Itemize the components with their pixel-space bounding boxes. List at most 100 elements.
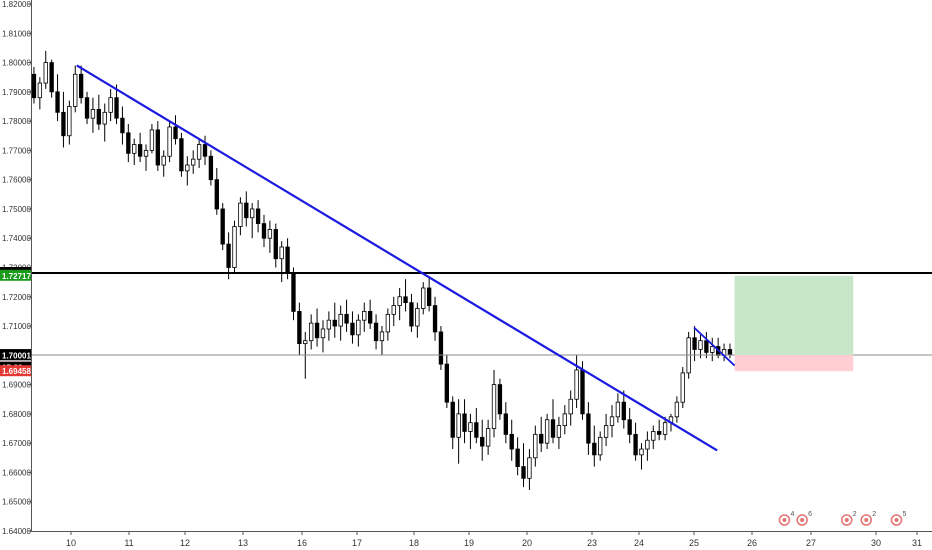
bullish-candle [102, 111, 107, 125]
bullish-candle [338, 313, 343, 327]
bearish-candle [61, 111, 66, 137]
bullish-candle [568, 398, 573, 415]
price-label-text: 1.69458 [2, 367, 31, 376]
bearish-candle [704, 340, 709, 353]
y-tick-label: 1.75000 [2, 205, 31, 214]
y-tick-label: 1.79000 [2, 88, 31, 97]
bearish-candle [444, 363, 450, 403]
bullish-candle [485, 428, 491, 447]
bullish-candle [615, 401, 621, 418]
bearish-candle [592, 442, 597, 456]
economic-event-count: 4 [790, 511, 794, 518]
x-tick-label: 12 [180, 538, 190, 548]
y-tick-label: 1.71000 [2, 322, 31, 331]
bullish-candle [574, 369, 579, 400]
bearish-candle [173, 126, 178, 140]
bearish-candle [78, 73, 84, 99]
bullish-candle [250, 208, 255, 219]
bearish-candle [462, 413, 467, 432]
bullish-candle [90, 109, 96, 119]
bearish-candle [137, 144, 143, 157]
bearish-candle [367, 311, 373, 324]
y-tick-label: 1.82000 [2, 0, 31, 9]
take-profit-zone[interactable] [734, 275, 854, 356]
bearish-candle [84, 97, 90, 119]
bullish-candle [598, 436, 603, 456]
bullish-candle [544, 419, 550, 444]
bearish-candle [521, 466, 526, 479]
x-tick-label: 16 [297, 538, 307, 548]
bullish-candle [191, 158, 196, 166]
bullish-candle [468, 422, 473, 432]
bullish-candle [326, 319, 332, 330]
bearish-candle [586, 413, 591, 444]
bearish-candle [503, 413, 508, 435]
bearish-candle [692, 337, 697, 350]
x-tick-label: 17 [352, 538, 362, 548]
bearish-candle [96, 109, 102, 125]
x-tick-label: 31 [912, 538, 922, 548]
bullish-candle [161, 155, 166, 166]
bullish-candle [362, 311, 367, 321]
bullish-candle [385, 313, 391, 333]
bullish-candle [238, 202, 243, 227]
x-tick-label: 11 [124, 538, 133, 548]
y-tick-label: 1.64000 [2, 527, 31, 536]
bullish-candle [67, 106, 72, 137]
x-tick-label: 10 [66, 538, 76, 548]
stop-loss-zone[interactable] [734, 355, 854, 372]
y-tick-label: 1.81000 [2, 29, 31, 38]
bearish-candle [474, 422, 479, 438]
bullish-candle [456, 413, 461, 438]
bearish-candle [373, 322, 379, 342]
bearish-candle [432, 305, 438, 333]
bearish-candle [314, 322, 320, 339]
bullish-candle [43, 62, 48, 84]
price-label [0, 349, 31, 361]
bearish-candle [297, 311, 302, 345]
bullish-candle [533, 433, 538, 459]
bullish-candle [196, 144, 202, 160]
y-tick-label: 1.80000 [2, 59, 31, 68]
bullish-candle [232, 226, 237, 268]
bullish-candle [674, 401, 680, 418]
bullish-candle [397, 296, 402, 306]
price-label [0, 269, 31, 281]
bullish-candle [309, 322, 314, 342]
bearish-candle [202, 144, 208, 157]
bearish-candle [480, 436, 485, 447]
bearish-candle [114, 97, 119, 119]
bearish-candle [621, 401, 626, 421]
bullish-candle [267, 229, 273, 239]
economic-event-dot [782, 518, 787, 522]
bearish-candle [627, 419, 632, 435]
economic-event-dot [800, 518, 805, 522]
x-tick-label: 18 [409, 538, 419, 548]
bearish-candle [220, 208, 225, 245]
bullish-candle [185, 164, 190, 172]
bearish-candle [155, 129, 160, 166]
short-trendline[interactable] [693, 326, 736, 367]
bullish-candle [609, 416, 615, 427]
bullish-candle [603, 425, 609, 438]
bearish-candle [285, 246, 290, 274]
bearish-candle [550, 419, 556, 438]
bearish-candle [49, 62, 54, 93]
bearish-candle [120, 117, 125, 134]
bullish-candle [279, 246, 284, 260]
bearish-candle [261, 223, 267, 239]
bearish-candle [255, 208, 261, 224]
x-tick-label: 20 [522, 538, 532, 548]
bullish-candle [143, 149, 149, 157]
bearish-candle [208, 155, 214, 181]
main-trendline[interactable] [76, 64, 718, 452]
bearish-candle [226, 243, 231, 268]
bullish-candle [645, 439, 650, 450]
bearish-candle [426, 287, 432, 306]
x-tick-label: 26 [747, 538, 757, 548]
bearish-candle [539, 433, 544, 444]
price-label-text: 1.70001 [2, 351, 31, 360]
bullish-candle [149, 129, 155, 151]
bullish-candle [356, 319, 361, 336]
